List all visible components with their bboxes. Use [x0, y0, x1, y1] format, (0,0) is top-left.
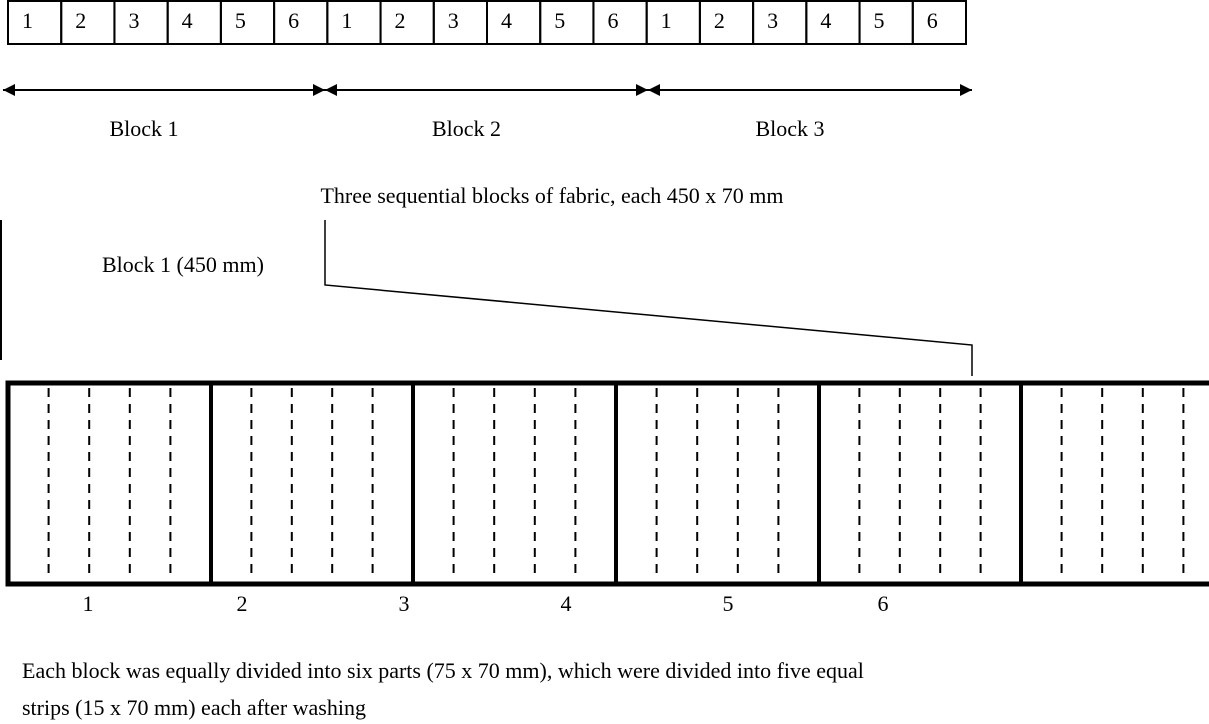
zoom-connector: [324, 220, 973, 376]
cell: [752, 0, 808, 45]
cell: [219, 0, 276, 45]
caption: Three sequential blocks of fabric, each …: [320, 183, 783, 208]
cell: [326, 0, 382, 45]
cell: [379, 0, 435, 45]
cell: [858, 0, 914, 45]
cell: [7, 0, 63, 45]
cell: [273, 0, 329, 45]
cell: [805, 0, 861, 45]
cell-label: 5: [874, 8, 885, 33]
cell-label: 2: [75, 8, 86, 33]
cell-label: 3: [767, 8, 778, 33]
cell-label: 5: [235, 8, 246, 33]
part-label: 5: [723, 591, 734, 616]
cell-label: 4: [182, 8, 193, 33]
cell-label: 2: [395, 8, 406, 33]
cell: [539, 0, 595, 45]
cell-label: 3: [128, 8, 139, 33]
part-label: 6: [878, 591, 889, 616]
part-label: 1: [83, 591, 94, 616]
block-label: Block 3: [755, 116, 824, 141]
cell-label: 6: [607, 8, 618, 33]
cell: [911, 0, 967, 45]
cell: [60, 0, 116, 45]
cell-label: 2: [714, 8, 725, 33]
cell-label: 4: [501, 8, 512, 33]
part-label: 4: [561, 591, 572, 616]
note-line: Each block was equally divided into six …: [22, 658, 864, 683]
block-detail: [5, 380, 1209, 587]
cell: [166, 0, 222, 45]
cell: [645, 0, 701, 45]
block-label: Block 1: [109, 116, 178, 141]
note-line: strips (15 x 70 mm) each after washing: [22, 695, 366, 720]
cell-label: 4: [820, 8, 831, 33]
cell-label: 1: [22, 8, 33, 33]
cell: [486, 0, 542, 45]
cell-label: 6: [288, 8, 299, 33]
cell-label: 1: [341, 8, 352, 33]
cell-label: 5: [554, 8, 565, 33]
block-label: Block 2: [432, 116, 501, 141]
cell: [698, 0, 755, 45]
cell: [113, 0, 169, 45]
part-label: 2: [237, 591, 248, 616]
cell: [592, 0, 648, 45]
cell-label: 3: [448, 8, 459, 33]
cell-label: 6: [927, 8, 938, 33]
part-label: 3: [399, 591, 410, 616]
cell-label: 1: [661, 8, 672, 33]
cell: [432, 0, 488, 45]
detail-label: Block 1 (450 mm): [102, 252, 264, 277]
